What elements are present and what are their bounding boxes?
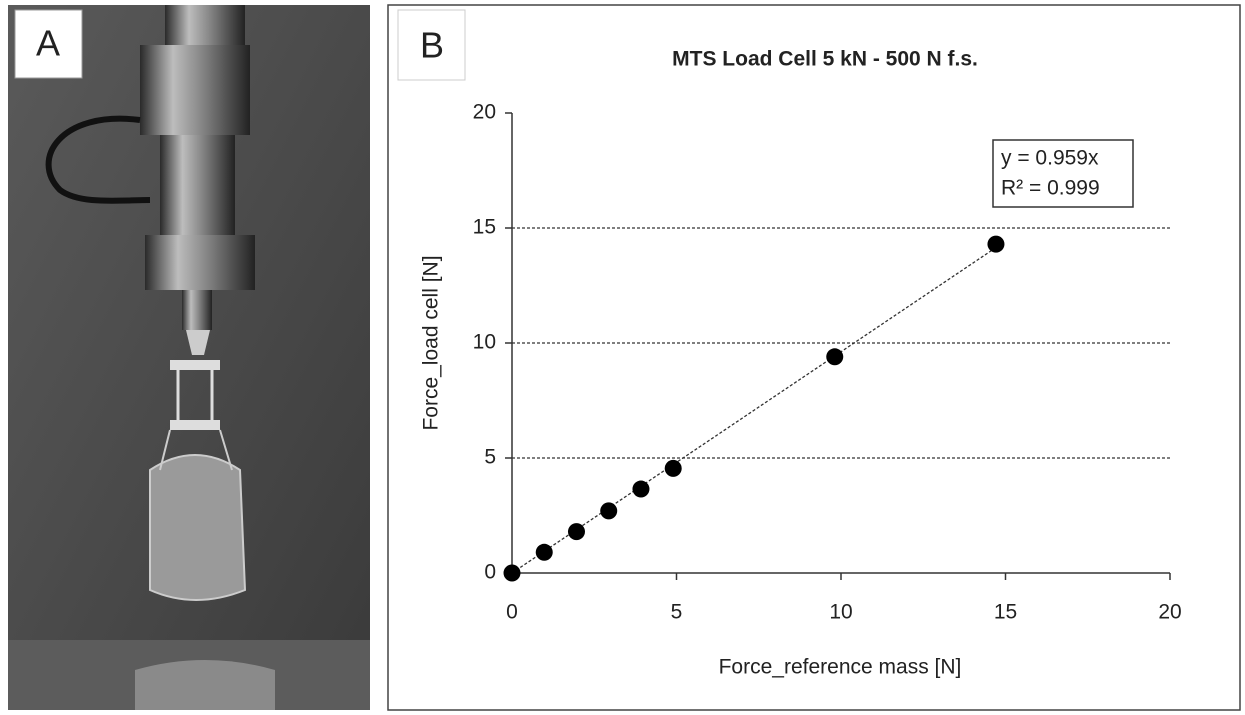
equation-text: y = 0.959x <box>1001 147 1099 170</box>
data-point <box>600 502 618 520</box>
data-point <box>826 348 844 366</box>
y-axis-title: Force_load cell [N] <box>420 255 443 430</box>
data-point <box>503 564 521 582</box>
photo: A <box>8 5 370 710</box>
data-point <box>664 459 682 477</box>
y-tick-label: 0 <box>484 561 496 584</box>
panel-label: A <box>36 23 60 64</box>
x-tick-label: 15 <box>994 601 1017 624</box>
chart-title: MTS Load Cell 5 kN - 500 N f.s. <box>672 48 978 71</box>
y-tick-label: 5 <box>484 446 496 469</box>
y-tick-label: 20 <box>473 101 496 124</box>
x-axis-title: Force_reference mass [N] <box>719 656 962 679</box>
x-tick-label: 20 <box>1158 601 1181 624</box>
data-point <box>987 235 1005 253</box>
data-point <box>567 523 585 541</box>
data-point <box>535 543 553 561</box>
equation-box <box>992 139 1134 208</box>
x-tick-label: 5 <box>671 601 683 624</box>
panel-label: B <box>420 25 444 66</box>
panel-label-box <box>397 9 466 81</box>
y-tick-label: 10 <box>473 331 496 354</box>
x-tick-label: 0 <box>506 601 518 624</box>
x-tick-label: 10 <box>829 601 852 624</box>
data-point <box>632 480 650 498</box>
chart-frame <box>387 4 1241 711</box>
trendline <box>511 247 997 574</box>
equation-text: R² = 0.999 <box>1001 177 1100 200</box>
y-tick-label: 15 <box>473 216 496 239</box>
plot: 0 5 10 15 20 0 5 10 15 20 <box>473 101 1182 624</box>
